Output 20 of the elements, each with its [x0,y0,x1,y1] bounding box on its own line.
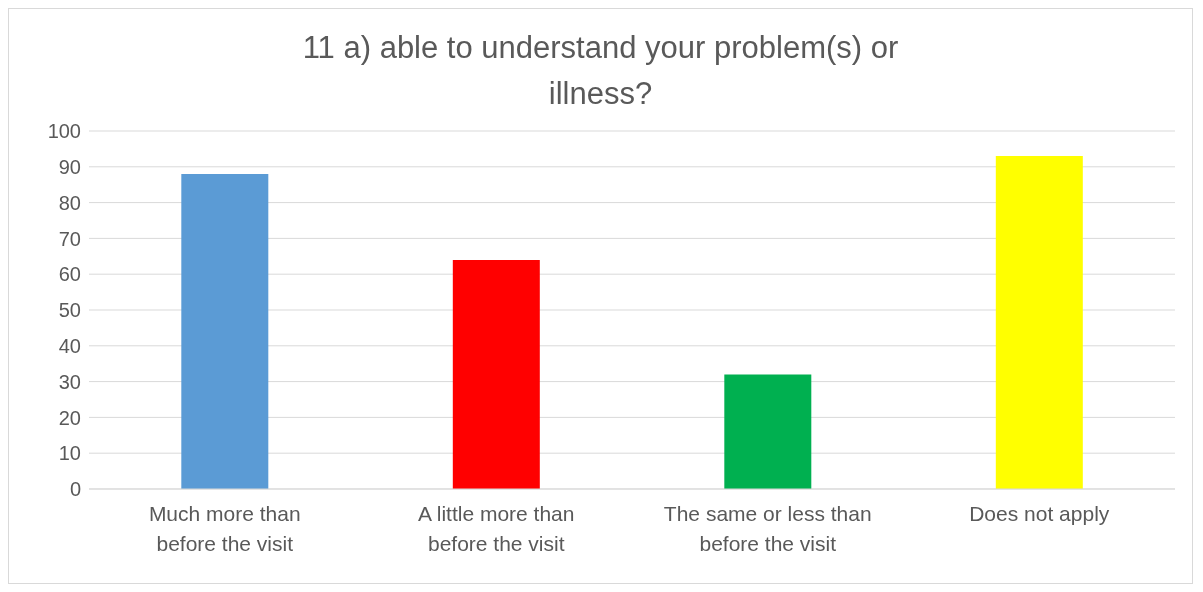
bar [995,156,1083,489]
y-tick-label: 50 [58,299,81,322]
y-tick-label: 90 [58,155,81,178]
y-tick-label: 0 [69,478,81,501]
y-tick-label: 20 [58,406,81,429]
bar [452,259,540,489]
x-tick-label: Much more than before the visit [148,502,301,555]
y-tick-label: 30 [58,370,81,393]
x-tick-label: A little more than before the visit [418,502,575,555]
y-tick-label: 10 [58,442,81,465]
y-tick-label: 100 [47,120,81,143]
y-tick-label: 80 [58,191,81,214]
bar [181,173,269,489]
bar [724,374,812,489]
y-tick-label: 70 [58,227,81,250]
x-tick-label: The same or less than before the visit [663,502,872,555]
x-tick-label: Does not apply [969,502,1110,525]
chart-title: 11 a) able to understand your problem(s) or illness? [301,29,900,113]
y-tick-label: 40 [58,334,81,357]
y-tick-label: 60 [58,263,81,286]
